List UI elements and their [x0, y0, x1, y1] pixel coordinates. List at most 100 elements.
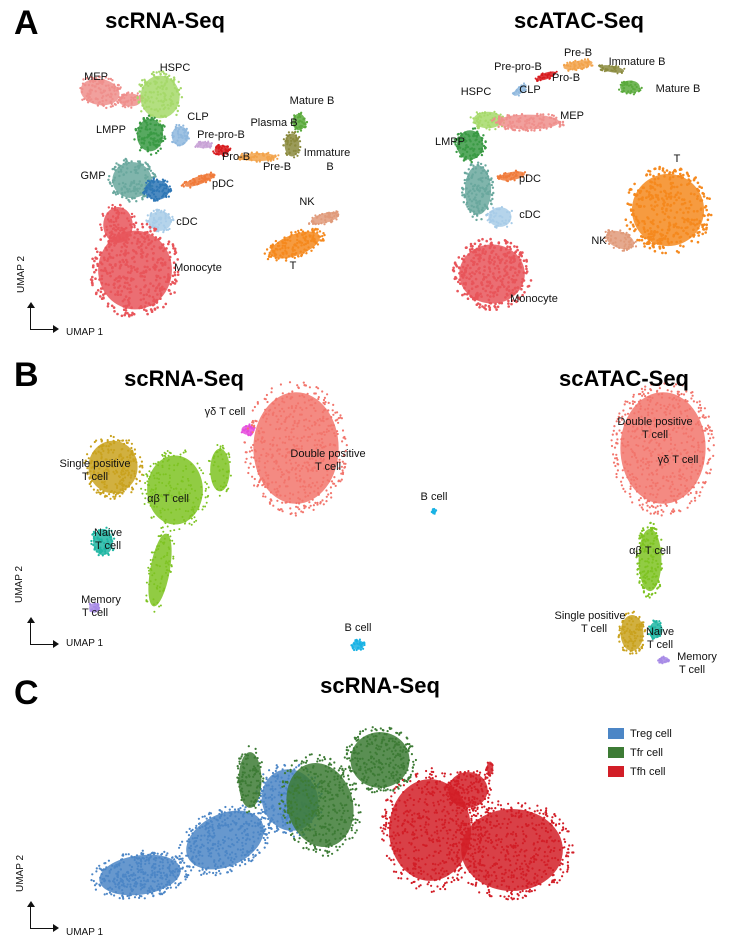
label-pre-b: Pre-B [262, 161, 292, 174]
cluster-prepro-rna [194, 140, 213, 149]
label-b-atac-dp-2: T cell [641, 429, 669, 442]
label-atac-monocyte: Monocyte [510, 293, 558, 306]
legend-c: Treg cell Tfr cell Tfh cell [608, 724, 672, 781]
legend-swatch-treg [608, 728, 624, 739]
legend-item-tfr: Tfr cell [608, 743, 672, 762]
label-b-atac-ab-t: αβ T cell [629, 545, 671, 558]
label-atac-nk: NK [591, 235, 607, 248]
panel-b-letter: B [14, 356, 39, 394]
cluster-mep-rna [79, 75, 125, 110]
cluster-dp-atac [610, 380, 715, 517]
cluster-mono-rna-neck [99, 203, 136, 247]
x-axis-label-b: UMAP 1 [66, 638, 104, 649]
panel-b-rna-title: scRNA-Seq [124, 366, 244, 391]
cluster-nk-rna [308, 210, 340, 226]
label-atac-lmpp: LMPP [435, 136, 465, 149]
legend-label-treg: Treg cell [630, 727, 672, 740]
panel-c-title: scRNA-Seq [320, 673, 440, 698]
cluster-tfh-c-4 [485, 761, 494, 777]
y-axis-label-a: UMAP 2 [16, 255, 27, 293]
cluster-mono-atac [451, 237, 533, 312]
cluster-mep-rna-tail [117, 91, 145, 109]
label-b-sp-1: Single positive [59, 458, 131, 471]
cluster-gmp-rna [107, 157, 157, 203]
label-b-atac-memory-2: T cell [678, 664, 706, 677]
cluster-clp-atac [511, 82, 527, 97]
cluster-sp-rna [83, 434, 144, 500]
label-gmp: GMP [80, 170, 106, 183]
cluster-ab-atac [635, 521, 664, 599]
cluster-naive-rna [90, 526, 116, 557]
label-b-atac-sp-2: T cell [580, 623, 608, 636]
axis-arrows-b [27, 617, 59, 648]
cluster-tfr-c-1 [278, 753, 362, 857]
label-plasma-b: Plasma B [250, 117, 298, 130]
cluster-bcell-rna-2 [350, 638, 366, 652]
label-hspc: HSPC [159, 62, 191, 75]
cluster-memory-atac [657, 655, 671, 665]
cluster-imm-rna [282, 130, 302, 159]
cluster-pdc-rna [180, 171, 216, 189]
cluster-imm-atac [598, 64, 626, 75]
cluster-hspc-atac [469, 110, 505, 131]
legend-swatch-tfr [608, 747, 624, 758]
cluster-naive-atac [647, 619, 663, 641]
legend-swatch-tfh [608, 766, 624, 777]
cluster-mature-rna [290, 111, 309, 133]
cluster-mono-rna [89, 221, 180, 318]
label-atac-pdc: pDC [518, 173, 542, 186]
label-b-dp-1: Double positive [290, 448, 366, 461]
cluster-preb-atac [562, 58, 594, 72]
cluster-prob-atac [534, 70, 558, 82]
cluster-pdc-atac [496, 169, 528, 183]
label-pre-pro-b: Pre-pro-B [197, 129, 245, 142]
label-atac-pro-b: Pro-B [551, 72, 581, 85]
cluster-cdc-rna [145, 208, 175, 234]
y-axis-label-b: UMAP 2 [14, 565, 25, 603]
label-b-atac-naive-2: T cell [646, 639, 674, 652]
label-b-atac-dp-1: Double positive [617, 416, 693, 429]
axis-arrows-c [27, 901, 59, 932]
cluster-t-rna [263, 227, 326, 262]
cluster-preb-rna [237, 151, 280, 163]
label-atac-pre-b: Pre-B [563, 47, 593, 60]
label-atac-immature-b: Immature B [608, 56, 666, 69]
label-monocyte: Monocyte [174, 262, 222, 275]
label-b-bcell-2: B cell [344, 622, 372, 635]
panel-c-letter: C [14, 674, 39, 712]
umap-point-clouds [79, 58, 715, 901]
label-b-dp-2: T cell [314, 461, 342, 474]
cluster-mature-atac [618, 80, 643, 96]
label-b-atac-naive-1: Naive [645, 626, 675, 639]
x-axis-label-c: UMAP 1 [66, 927, 104, 938]
label-b-atac-memory-1: Memory [677, 651, 717, 664]
label-atac-mature-b: Mature B [655, 83, 701, 96]
cluster-cdc-atac [485, 206, 513, 229]
panel-a-rna-title: scRNA-Seq [105, 8, 225, 33]
legend-label-tfr: Tfr cell [630, 746, 663, 759]
label-b-sp-2: T cell [81, 471, 109, 484]
cluster-mep-atac [491, 112, 565, 133]
axis-arrows-a [27, 302, 59, 333]
label-nk: NK [299, 196, 315, 209]
label-atac-t: T [673, 153, 681, 166]
label-atac-cdc: cDC [519, 209, 541, 222]
cluster-tfh-c-3 [443, 770, 492, 812]
cluster-t-atac [624, 165, 713, 255]
label-pdc: pDC [211, 178, 235, 191]
cluster-treg-c-2 [178, 804, 273, 877]
label-atac-hspc: HSPC [460, 86, 492, 99]
label-pro-b: Pro-B [221, 151, 251, 164]
cluster-prob-rna [212, 143, 232, 157]
cluster-tfr-c-2 [343, 726, 417, 794]
label-immature-b-2: B [326, 161, 334, 174]
label-mature-b: Mature B [289, 95, 335, 108]
panel-b-atac-title: scATAC-Seq [559, 366, 689, 391]
label-atac-mep: MEP [560, 110, 584, 123]
label-b-ab-t: αβ T cell [147, 493, 189, 506]
cluster-memory-rna [88, 602, 101, 613]
label-b-gd-t: γδ T cell [204, 406, 246, 419]
label-b-memory-2: T cell [81, 607, 109, 620]
cluster-ab-rna [140, 449, 210, 532]
